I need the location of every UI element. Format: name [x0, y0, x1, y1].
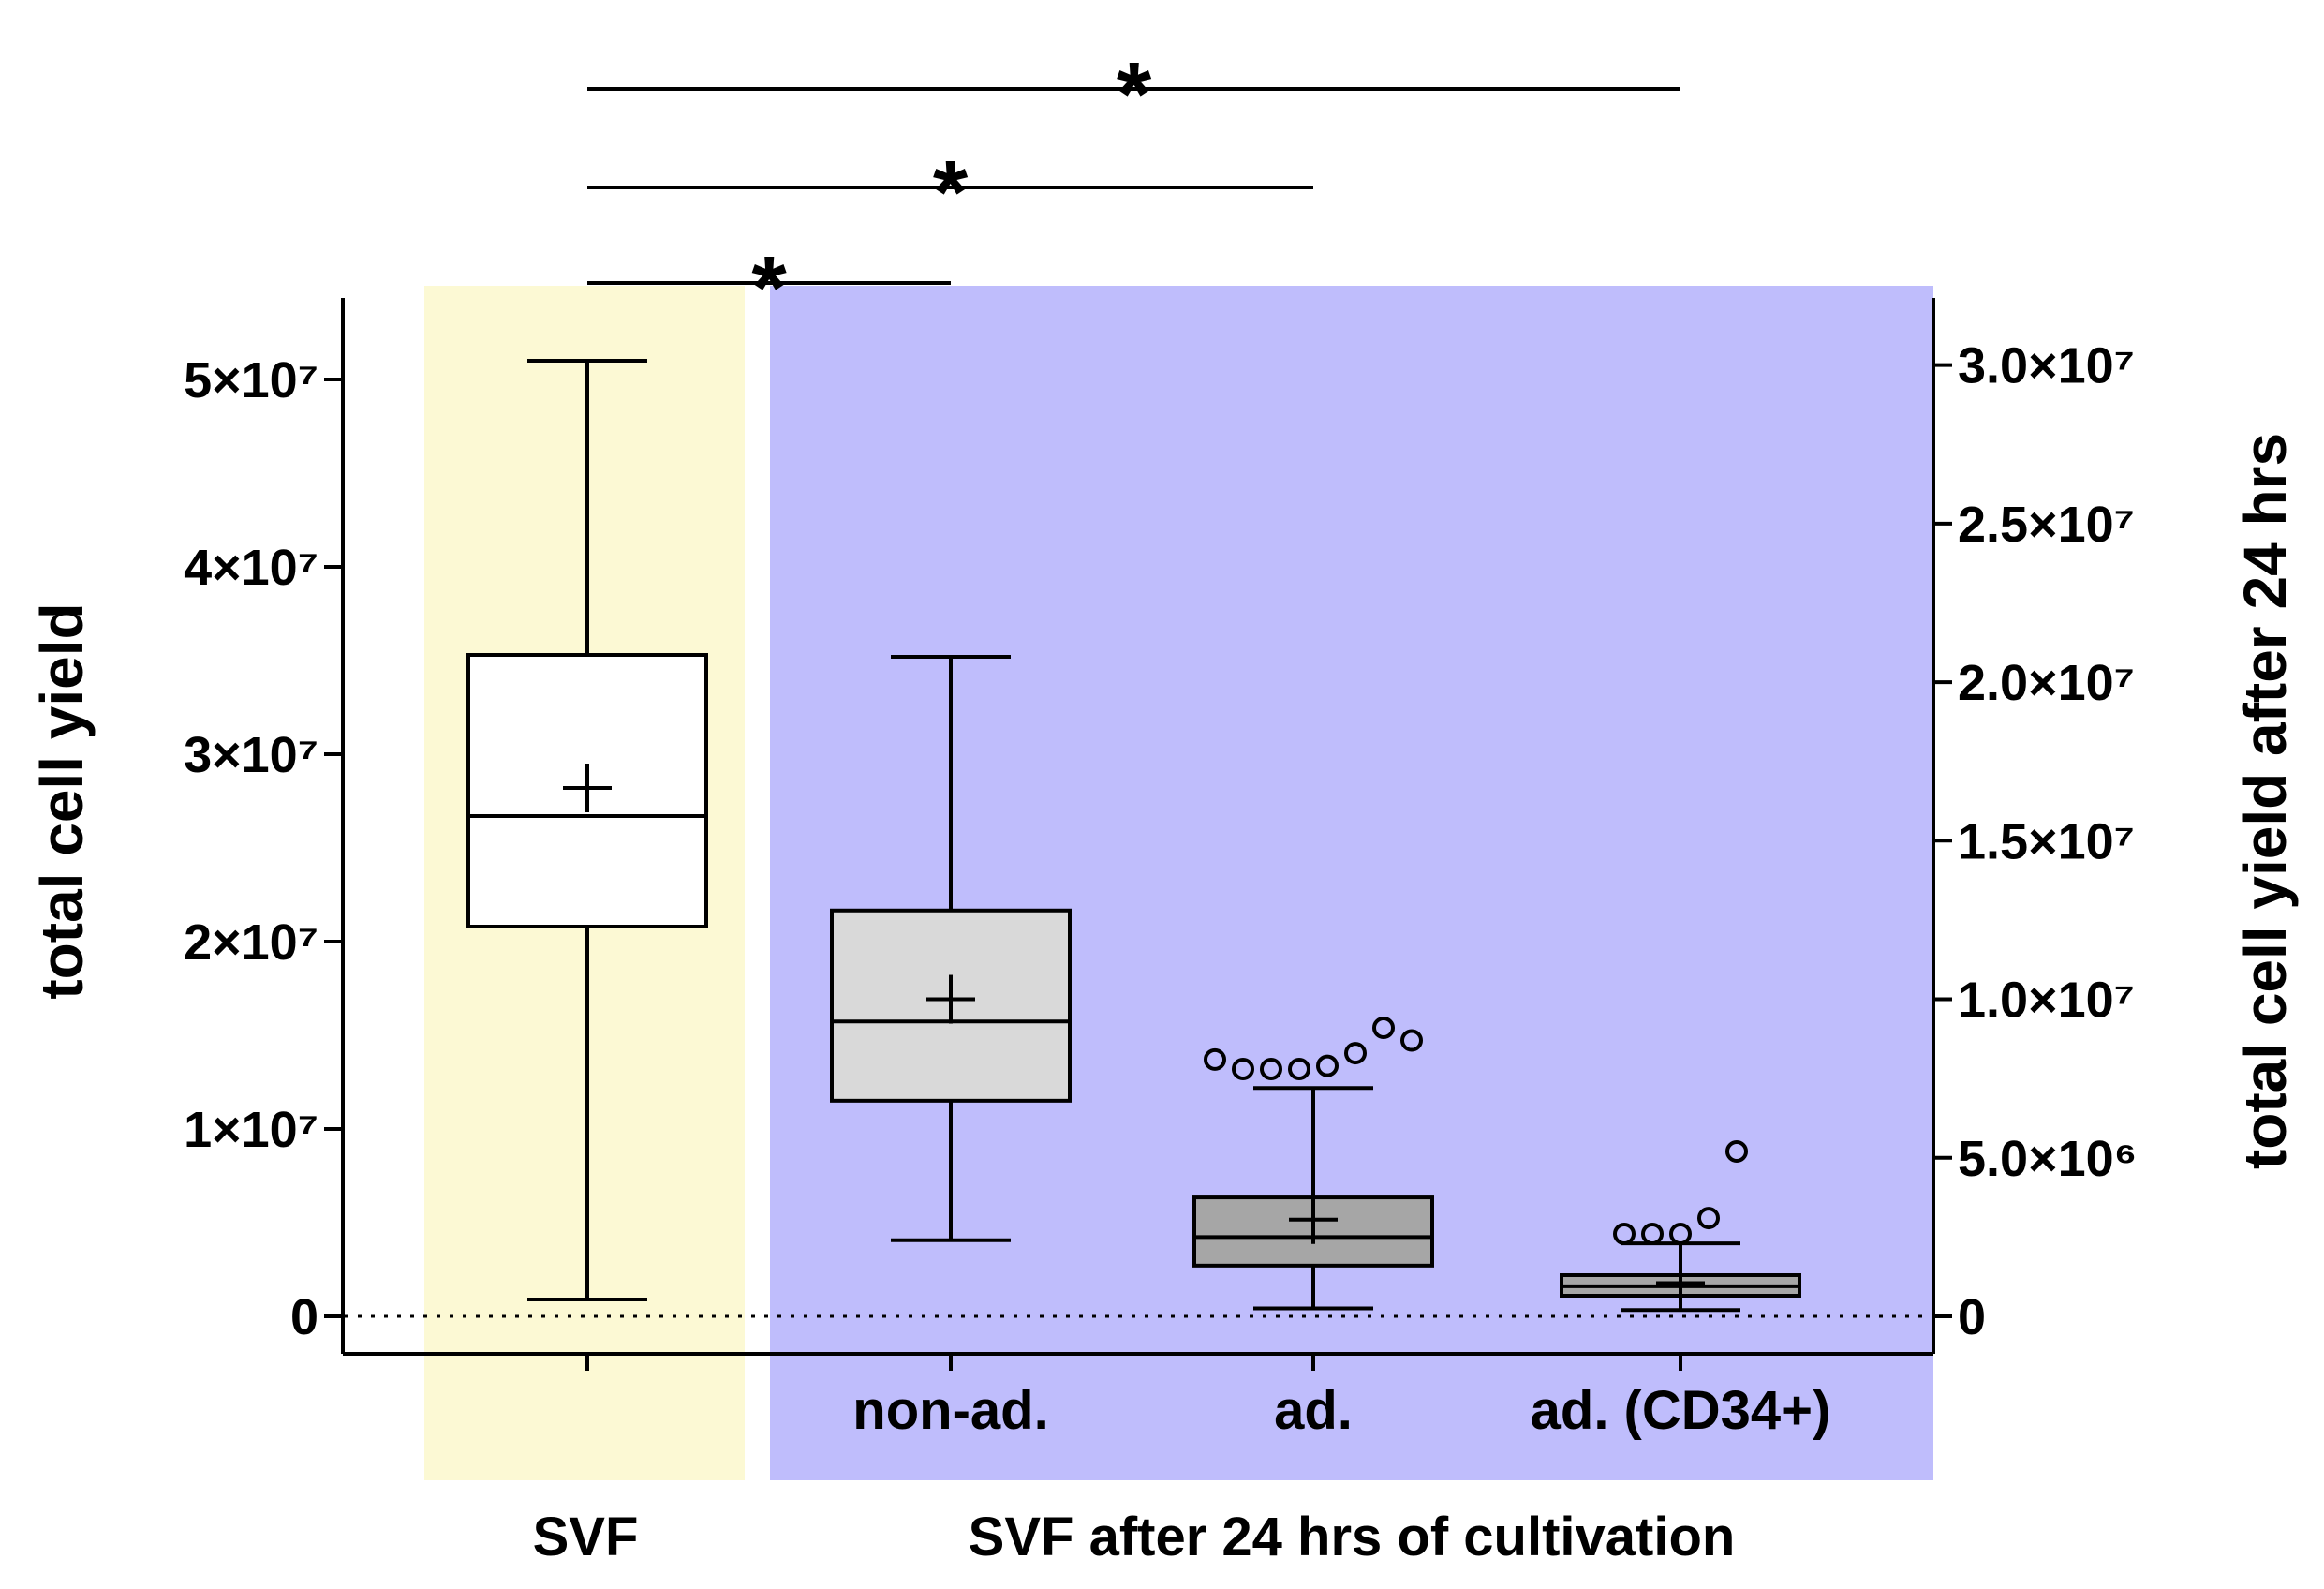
right-tick-label: 1.5×10⁷ [1958, 813, 2135, 869]
category-label: non-ad. [852, 1380, 1048, 1441]
right-tick-label: 5.0×10⁶ [1958, 1131, 2138, 1187]
group-label-svf: SVF [533, 1507, 639, 1567]
right-tick-label: 2.0×10⁷ [1958, 655, 2135, 711]
significance-star: * [933, 142, 969, 243]
outlier-point [1669, 1223, 1692, 1245]
outlier-point [1288, 1058, 1310, 1080]
left-tick-label: 3×10⁷ [184, 727, 318, 783]
box-3 [1192, 1017, 1434, 1311]
outlier-point [1204, 1047, 1226, 1071]
left-tick-label: 1×10⁷ [184, 1102, 318, 1158]
outlier-point [1232, 1058, 1254, 1080]
left-tick-label: 5×10⁷ [184, 352, 318, 408]
outlier-point [1344, 1042, 1367, 1065]
significance-star: * [751, 238, 787, 338]
box-1 [466, 359, 708, 1301]
outlier-point [1260, 1058, 1282, 1080]
category-label: ad. [1274, 1380, 1353, 1441]
right-axis-title: total cell yield after 24 hrs [2231, 433, 2299, 1169]
right-tick-label: 2.5×10⁷ [1958, 497, 2135, 553]
left-tick-label: 2×10⁷ [184, 914, 318, 971]
outlier-point [1372, 1017, 1395, 1039]
left-axis: 0 1×10⁷ 2×10⁷ 3×10⁷ 4×10⁷ 5×10⁷ [184, 298, 345, 1354]
category-label: ad. (CD34+) [1531, 1380, 1831, 1441]
outlier-point [1613, 1223, 1636, 1245]
outlier-point [1316, 1054, 1339, 1077]
x-axis-ticks: non-ad. ad. ad. (CD34+) [585, 1354, 1831, 1441]
outlier-point [1697, 1207, 1720, 1230]
cultivation-background [770, 286, 1933, 1480]
left-axis-title: total cell yield [28, 602, 96, 999]
left-tick-label: 4×10⁷ [184, 540, 318, 596]
outlier-point [1641, 1223, 1664, 1245]
left-tick-label: 0 [290, 1289, 318, 1345]
box-2 [830, 655, 1072, 1242]
box-4 [1560, 1140, 1801, 1313]
boxes [466, 359, 1801, 1313]
outlier-point [1400, 1029, 1423, 1052]
right-tick-label: 1.0×10⁷ [1958, 973, 2135, 1029]
outlier-point [1725, 1140, 1748, 1163]
right-tick-label: 0 [1958, 1289, 1986, 1345]
group-label-cultivation: SVF after 24 hrs of cultivation [969, 1507, 1736, 1567]
box-iqr [830, 908, 1072, 1103]
significance-brackets: * * * [587, 44, 1680, 338]
significance-star: * [1117, 44, 1152, 144]
right-axis: 0 5.0×10⁶ 1.0×10⁷ 1.5×10⁷ 2.0×10⁷ 2.5×10⁷ 3.0×… [1932, 298, 2138, 1354]
right-tick-label: 3.0×10⁷ [1958, 338, 2135, 394]
